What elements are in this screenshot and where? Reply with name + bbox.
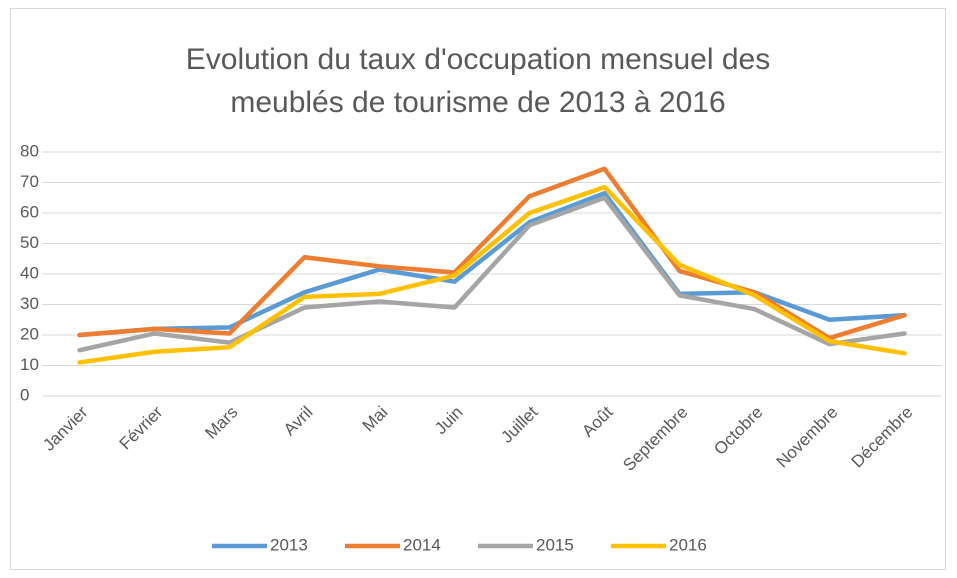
y-tick-label: 0 bbox=[20, 385, 29, 404]
legend-label: 2014 bbox=[403, 535, 441, 554]
legend-label: 2016 bbox=[669, 535, 707, 554]
line-series bbox=[77, 195, 907, 353]
y-tick-label: 40 bbox=[20, 263, 39, 282]
y-tick-label: 60 bbox=[20, 202, 39, 221]
line-series bbox=[77, 166, 907, 341]
y-tick-label: 30 bbox=[20, 294, 39, 313]
y-tick-label: 20 bbox=[20, 324, 39, 343]
y-tick-label: 80 bbox=[20, 141, 39, 160]
legend-label: 2013 bbox=[270, 535, 308, 554]
y-tick-label: 50 bbox=[20, 233, 39, 252]
line-series bbox=[77, 184, 907, 365]
chart-title: Evolution du taux d'occupation mensuel d… bbox=[185, 43, 771, 119]
legend-label: 2015 bbox=[536, 535, 574, 554]
y-tick-label: 10 bbox=[20, 355, 39, 374]
line-series bbox=[77, 190, 907, 338]
y-tick-label: 70 bbox=[20, 172, 39, 191]
chart-border bbox=[10, 8, 946, 570]
